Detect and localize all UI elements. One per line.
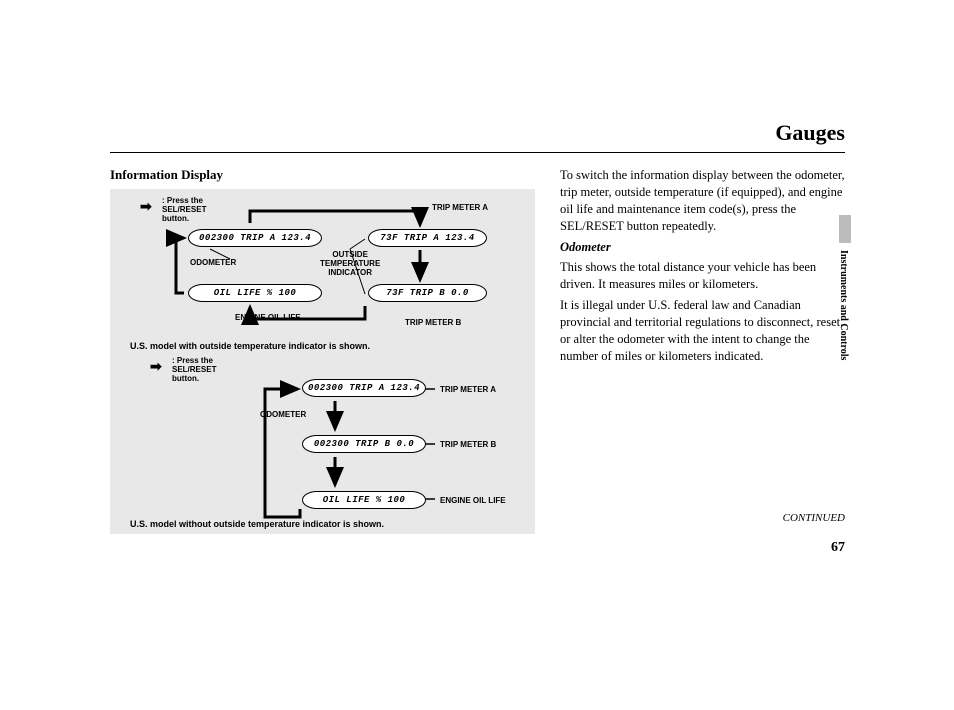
lcd-odometer-2: 002300 TRIP A 123.4 [302,379,426,397]
trip-b-label: TRIP METER B [405,319,461,328]
lcd-trip-b: 73F TRIP B 0.0 [368,284,487,302]
odometer-heading: Odometer [560,239,845,256]
content-columns: Information Display ➡ : Press the SEL/RE… [110,167,845,534]
left-column: Information Display ➡ : Press the SEL/RE… [110,167,540,534]
manual-page: Gauges Information Display ➡ : Press the… [110,120,845,534]
information-display-diagram: ➡ : Press the SEL/RESET button. TRIP MET… [110,189,535,534]
section-tab-label: Instruments and Controls [838,250,849,360]
lcd-trip-b-2: 002300 TRIP B 0.0 [302,435,426,453]
body-paragraph-2: This shows the total distance your vehic… [560,259,845,293]
body-paragraph-1: To switch the information display betwee… [560,167,845,235]
outside-temp-label: OUTSIDE TEMPERATURE INDICATOR [320,251,380,277]
trip-a-label-2: TRIP METER A [440,386,496,395]
oil-life-label: ENGINE OIL LIFE [235,314,301,323]
lcd-oil-life: OIL LIFE % 100 [188,284,322,302]
caption-without-temp: U.S. model without outside temperature i… [130,519,384,529]
odometer-label: ODOMETER [190,259,236,268]
continued-label: CONTINUED [783,512,845,524]
section-heading: Information Display [110,167,540,183]
section-tab [839,215,851,243]
lcd-odometer: 002300 TRIP A 123.4 [188,229,322,247]
arrow-right-icon: ➡ [150,359,162,373]
instruction-text-2: : Press the SEL/RESET button. [172,357,216,383]
instruction-text: : Press the SEL/RESET button. [162,197,206,223]
trip-b-label-2: TRIP METER B [440,441,496,450]
horizontal-rule [110,152,845,153]
oil-life-label-2: ENGINE OIL LIFE [440,497,506,506]
caption-with-temp: U.S. model with outside temperature indi… [130,341,370,351]
arrow-right-icon: ➡ [140,199,152,213]
lcd-trip-a: 73F TRIP A 123.4 [368,229,487,247]
page-number: 67 [831,540,845,556]
odometer-label-2: ODOMETER [260,411,306,420]
body-paragraph-3: It is illegal under U.S. federal law and… [560,297,845,365]
lcd-oil-2: OIL LIFE % 100 [302,491,426,509]
page-title: Gauges [110,120,845,146]
trip-a-label: TRIP METER A [432,204,488,213]
right-column: To switch the information display betwee… [560,167,845,534]
